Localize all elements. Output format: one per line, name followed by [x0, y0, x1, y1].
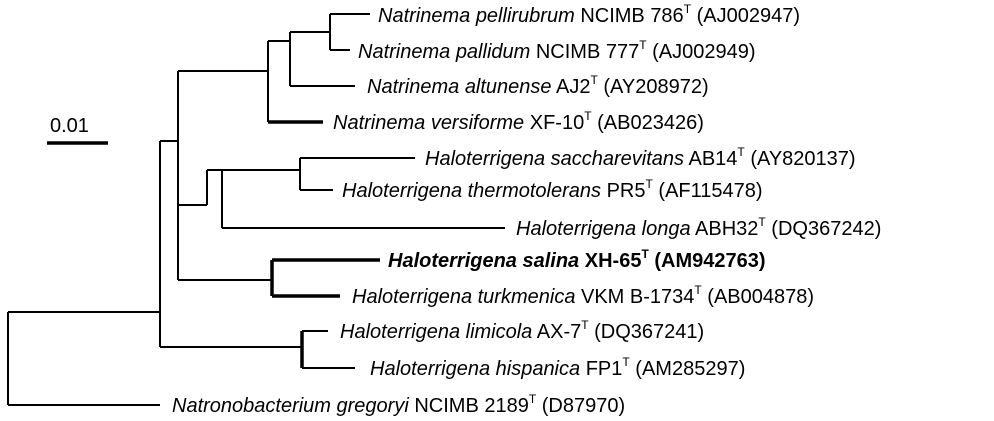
taxon-label-t10: Haloterrigena limicola AX-7T (DQ367241) [340, 318, 704, 343]
taxon-labels: Natrinema pellirubrum NCIMB 786T (AJ0029… [172, 2, 881, 417]
taxon-label-t7: Haloterrigena longa ABH32T (DQ367242) [516, 215, 881, 240]
taxon-label-t1: Natrinema pellirubrum NCIMB 786T (AJ0029… [378, 2, 800, 27]
taxon-label-t9: Haloterrigena turkmenica VKM B-1734T (AB… [352, 283, 814, 308]
scale-bar-label: 0.01 [50, 115, 89, 137]
scale-bar: 0.01 [47, 115, 108, 145]
taxon-label-t8: Haloterrigena salina XH-65T (AM942763) [388, 247, 766, 272]
taxon-label-t6: Haloterrigena thermotolerans PR5T (AF115… [342, 177, 763, 202]
taxon-label-t12: Natronobacterium gregoryi NCIMB 2189T (D… [172, 392, 625, 417]
taxon-label-t2: Natrinema pallidum NCIMB 777T (AJ002949) [358, 38, 756, 63]
taxon-label-t4: Natrinema versiforme XF-10T (AB023426) [333, 109, 704, 134]
tree-branches [7, 13, 505, 406]
taxon-label-t3: Natrinema altunense AJ2T (AY208972) [367, 73, 709, 98]
taxon-label-t11: Haloterrigena hispanica FP1T (AM285297) [370, 355, 745, 380]
taxon-label-t5: Haloterrigena saccharevitans AB14T (AY82… [425, 145, 856, 170]
